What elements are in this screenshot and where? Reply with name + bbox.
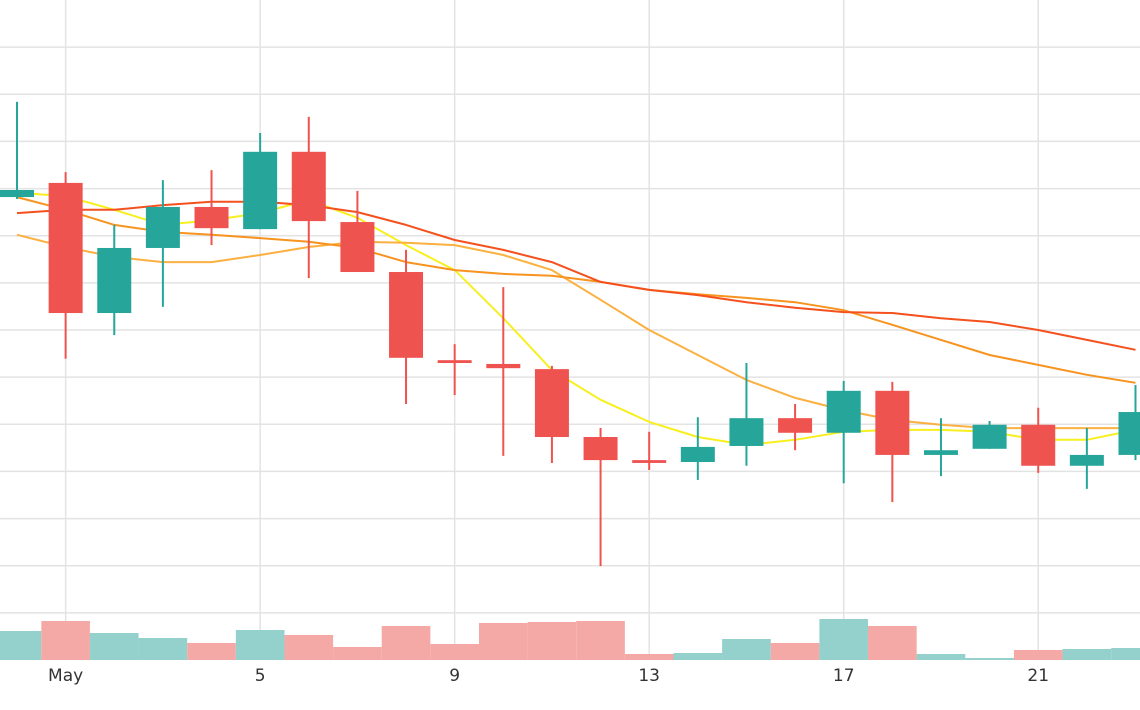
candle-body <box>875 390 910 455</box>
candle-body <box>632 460 667 463</box>
volume-bar <box>478 623 528 660</box>
candle-body <box>972 424 1007 449</box>
candle-body <box>389 272 424 358</box>
volume-bar <box>916 654 966 660</box>
candle-body <box>1021 424 1056 466</box>
x-tick-label: 21 <box>1027 666 1049 686</box>
x-tick-label: 13 <box>638 666 660 686</box>
candle-body <box>923 450 958 455</box>
x-tick-label: May <box>48 666 83 686</box>
candle-body <box>729 418 764 446</box>
candle-body <box>0 189 34 198</box>
volume-bar <box>1111 648 1140 660</box>
volume-bar <box>722 639 771 660</box>
volume-bar <box>527 622 577 660</box>
volume-bar <box>284 635 334 660</box>
volume-bar <box>868 626 917 660</box>
candle-body <box>340 222 375 273</box>
volume-bar <box>430 644 479 660</box>
moving-average-line <box>16 191 1136 446</box>
candle-body <box>194 206 229 229</box>
x-tick-label: 5 <box>255 666 266 686</box>
volume-bar <box>770 643 820 660</box>
candle-body <box>1069 454 1104 466</box>
candle-body <box>97 247 132 314</box>
volume-bar <box>187 643 236 660</box>
candle-body <box>1118 412 1140 455</box>
moving-average-line <box>16 196 1136 384</box>
moving-averages <box>16 191 1136 446</box>
volume-bar <box>673 653 723 660</box>
volume <box>0 619 1140 660</box>
volume-bar <box>89 633 139 660</box>
candle-body <box>486 363 521 369</box>
volume-bar <box>381 626 431 660</box>
volume-bar <box>235 630 285 660</box>
volume-bar <box>819 619 869 660</box>
volume-bar <box>965 658 1014 660</box>
x-tick-label: 9 <box>449 666 460 686</box>
candle-body <box>48 182 83 314</box>
moving-average-line <box>16 233 1136 430</box>
x-axis: May 5 9 13 17 21 <box>48 666 1049 686</box>
candle-body <box>680 446 715 462</box>
volume-bar <box>624 654 674 660</box>
candle-body <box>243 151 278 230</box>
candle-body <box>145 206 180 248</box>
moving-average-line <box>16 200 1136 351</box>
volume-bar <box>0 631 42 660</box>
candle-body <box>583 437 618 461</box>
volume-bar <box>1062 649 1112 660</box>
x-tick-label: 17 <box>833 666 855 686</box>
candles <box>0 101 1140 567</box>
candle-body <box>778 418 813 433</box>
candle-body <box>437 360 472 363</box>
volume-bar <box>1013 650 1063 660</box>
volume-bar <box>138 638 188 660</box>
volume-bar <box>333 647 382 660</box>
volume-bar <box>41 621 90 660</box>
grid <box>0 0 1140 660</box>
candle-body <box>291 151 326 222</box>
volume-bar <box>576 621 625 660</box>
candle-body <box>534 369 569 438</box>
candle-body <box>826 390 861 433</box>
